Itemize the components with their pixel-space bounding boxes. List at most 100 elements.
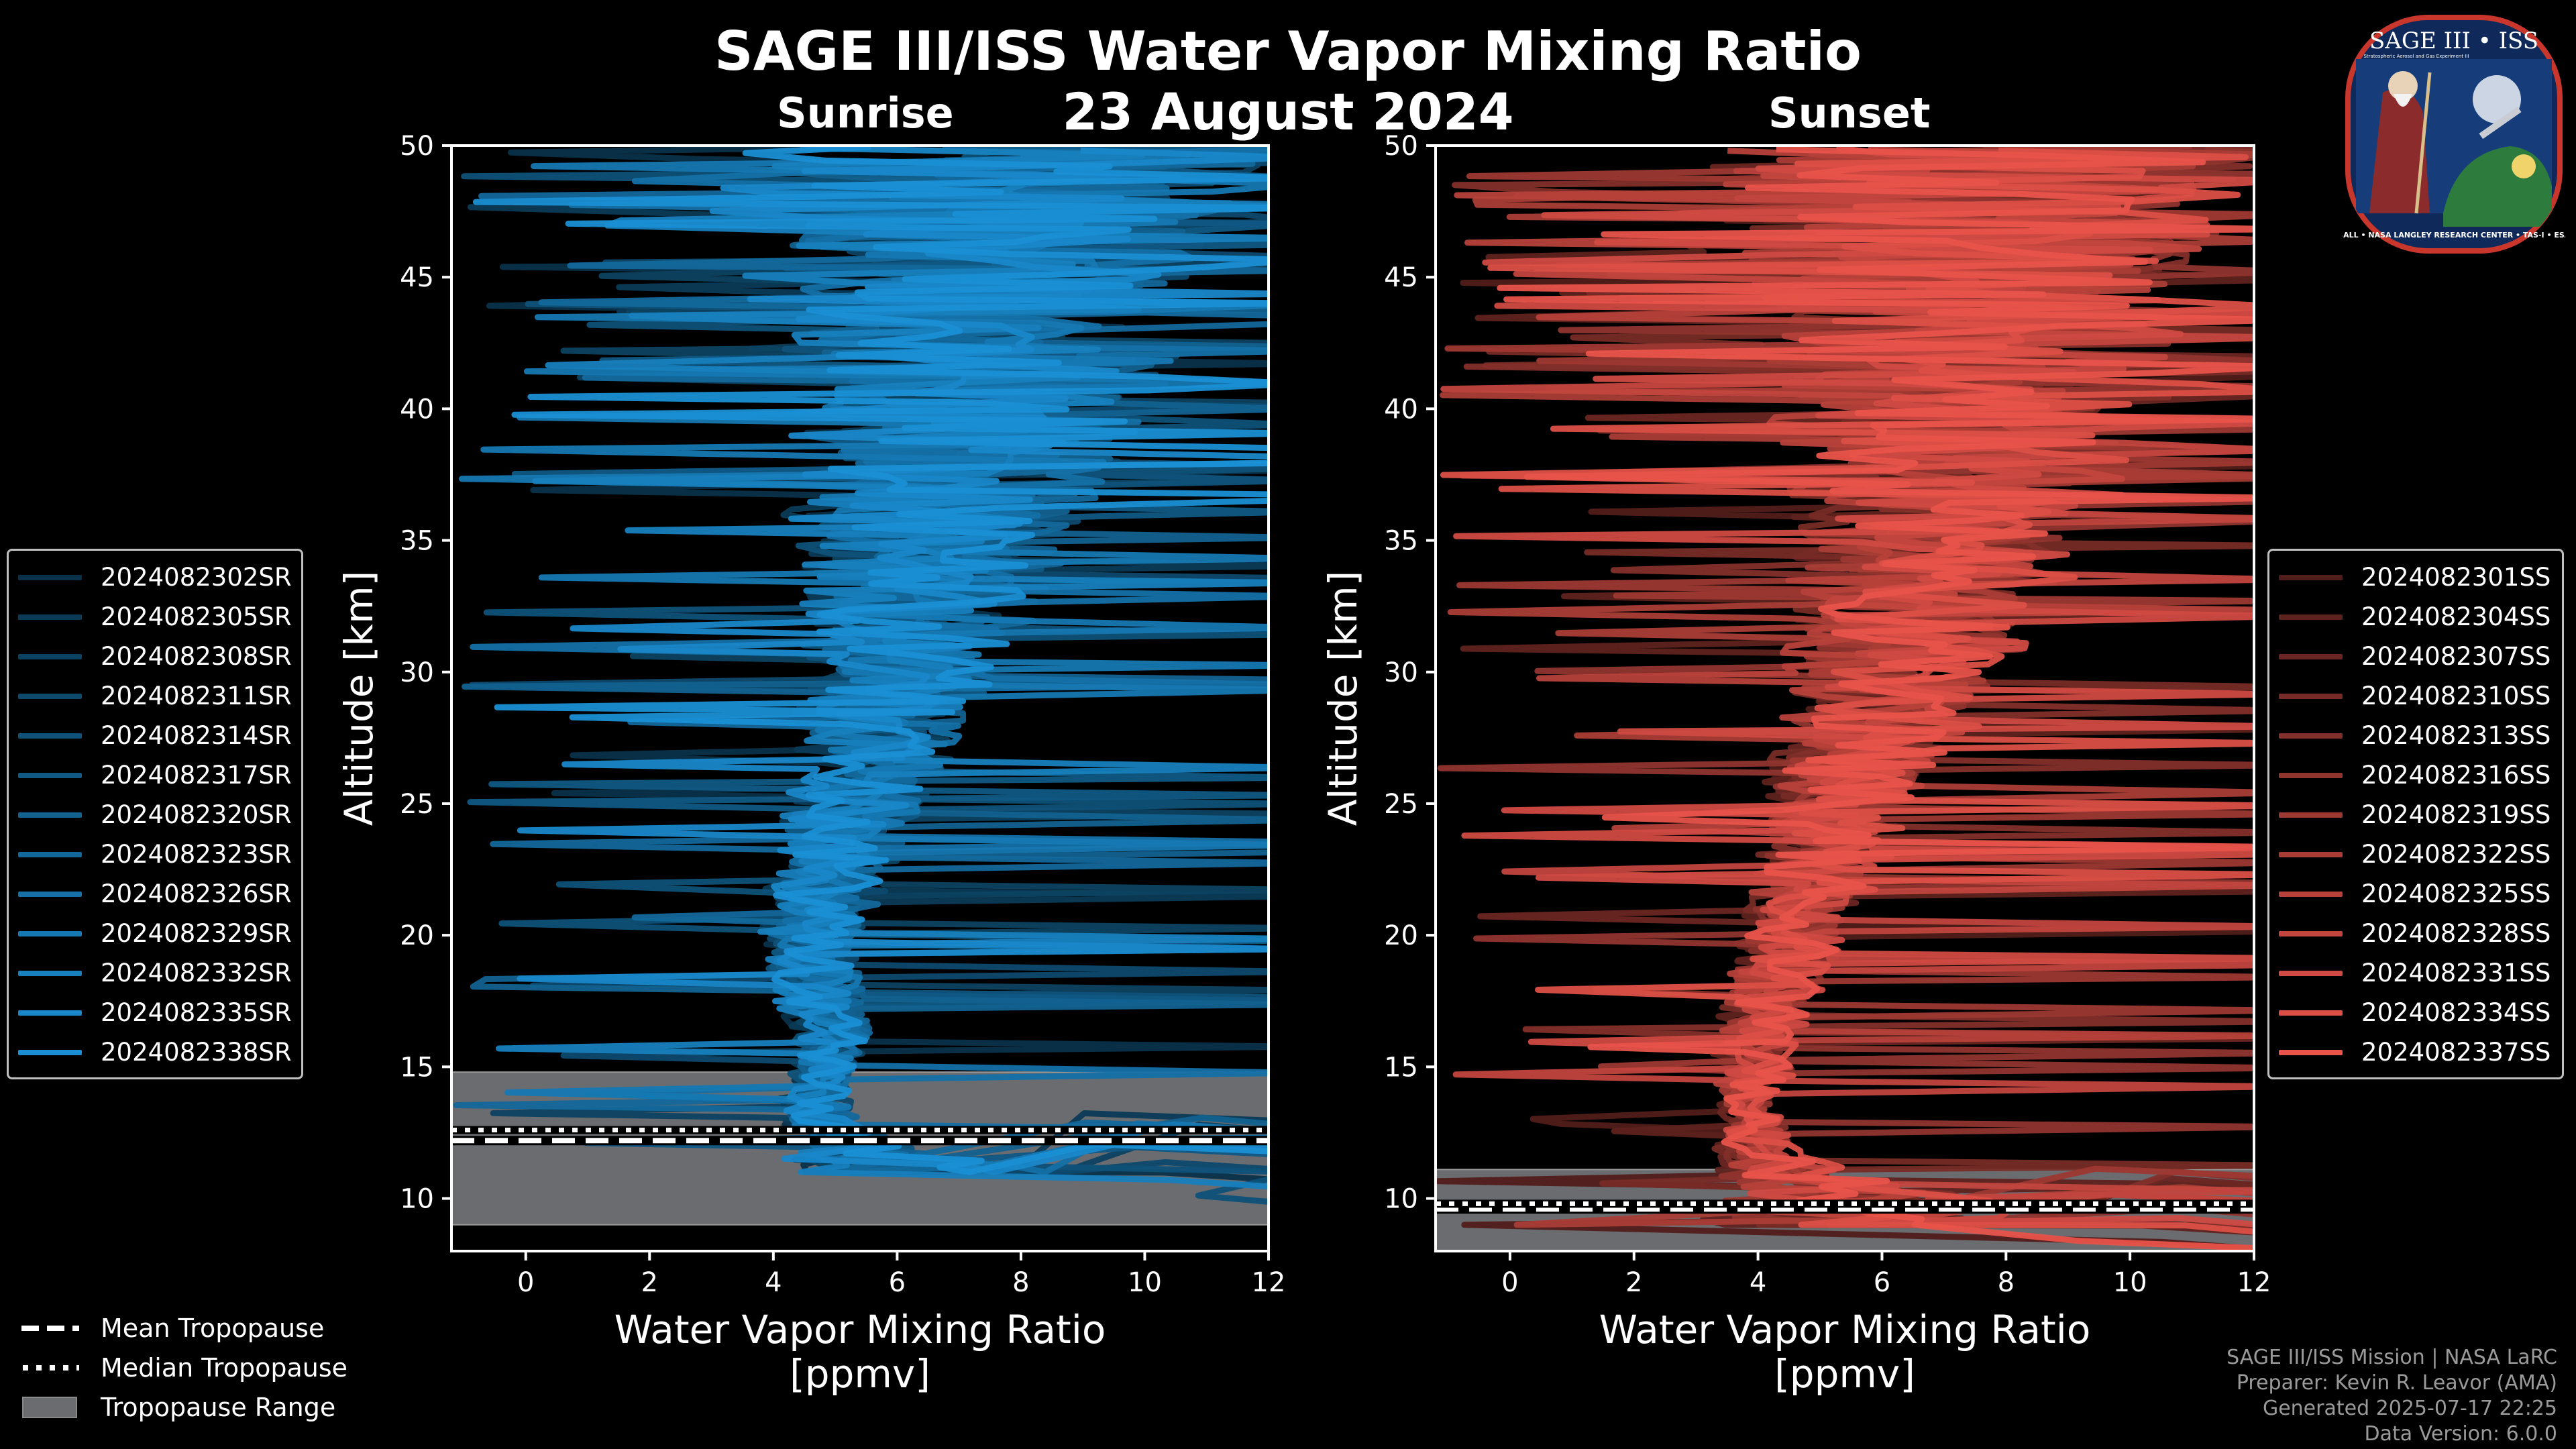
sunset-legend-label: 2024082304SS — [2361, 602, 2551, 631]
sunset-legend-label: 2024082331SS — [2361, 959, 2551, 987]
sunset-legend-label: 2024082310SS — [2361, 682, 2551, 710]
sunrise-legend-label: 2024082311SR — [101, 682, 292, 710]
sunrise-legend-item: 2024082335SR — [18, 993, 292, 1032]
sunrise-xlabel: Water Vapor Mixing Ratio — [614, 1307, 1106, 1352]
sunset-legend-label: 2024082322SS — [2361, 840, 2551, 869]
sunrise-legend-item: 2024082305SR — [18, 597, 292, 637]
tropopause-range-label: Tropopause Range — [101, 1392, 336, 1422]
sunset-xlabel-units: [ppmv] — [1774, 1351, 1915, 1397]
sunset-legend-label: 2024082301SS — [2361, 563, 2551, 592]
sunrise-xtick-label: 4 — [765, 1267, 782, 1298]
sunset-ytick-label: 25 — [1384, 789, 1418, 820]
sunrise-ytick-label: 50 — [400, 131, 434, 162]
sunset-legend-item: 2024082331SS — [2279, 953, 2553, 993]
sunrise-legend-item: 2024082308SR — [18, 637, 292, 676]
sunset-legend-label: 2024082319SS — [2361, 800, 2551, 829]
sunset-legend-swatch — [2279, 1049, 2343, 1055]
sunrise-legend-swatch — [18, 693, 82, 699]
sunset-legend-swatch — [2279, 653, 2343, 659]
footer-generated: Generated 2025-07-17 22:25 — [2262, 1397, 2557, 1420]
sunset-ytick-label: 50 — [1384, 131, 1418, 162]
sunset-legend-swatch — [2279, 891, 2343, 897]
sunset-legend-swatch — [2279, 772, 2343, 778]
logo-subtitle: Stratospheric Aerosol and Gas Experiment… — [2363, 54, 2469, 59]
sunset-xtick-label: 4 — [1750, 1267, 1766, 1298]
sunset-legend-item: 2024082319SS — [2279, 795, 2553, 835]
sunset-legend-label: 2024082325SS — [2361, 879, 2551, 908]
sunrise-legend-item: 2024082314SR — [18, 716, 292, 755]
sunrise-legend-label: 2024082329SR — [101, 919, 292, 948]
sunset-ytick-label: 20 — [1384, 920, 1418, 951]
sunrise-xlabel-units: [ppmv] — [790, 1351, 930, 1397]
sunset-legend-swatch — [2279, 930, 2343, 936]
sunrise-legend: 2024082302SR 2024082305SR 2024082308SR 2024… — [7, 549, 303, 1079]
sunrise-ytick-label: 20 — [400, 920, 434, 951]
sunset-ylabel: Altitude [km] — [1320, 571, 1366, 826]
sunset-ytick-label: 30 — [1384, 657, 1418, 688]
sunset-ytick-label: 10 — [1384, 1184, 1418, 1215]
legend-mean-tropopause: Mean Tropopause — [20, 1308, 347, 1348]
sunrise-legend-item: 2024082317SR — [18, 755, 292, 795]
sunrise-legend-label: 2024082338SR — [101, 1038, 292, 1067]
sunrise-legend-swatch — [18, 1049, 82, 1055]
sunrise-xtick-label: 2 — [641, 1267, 658, 1298]
sunset-legend: 2024082301SS 2024082304SS 2024082307SS 2024… — [2267, 549, 2564, 1079]
sunrise-legend-swatch — [18, 851, 82, 857]
legend-median-tropopause: Median Tropopause — [20, 1348, 347, 1387]
sunrise-legend-swatch — [18, 1010, 82, 1016]
sunset-legend-swatch — [2279, 851, 2343, 857]
sunrise-legend-label: 2024082326SR — [101, 879, 292, 908]
mean-tropopause-label: Mean Tropopause — [101, 1313, 325, 1343]
sunset-legend-item: 2024082334SS — [2279, 993, 2553, 1032]
sunrise-legend-swatch — [18, 653, 82, 659]
footer-data-version: Data Version: 6.0.0 — [2364, 1422, 2557, 1446]
sunset-legend-label: 2024082328SS — [2361, 919, 2551, 948]
credits-footer: SAGE III/ISS Mission | NASA LaRC Prepare… — [2226, 1345, 2557, 1447]
sunset-legend-item: 2024082316SS — [2279, 755, 2553, 795]
sunrise-legend-item: 2024082323SR — [18, 835, 292, 874]
sunset-profile-13 — [1497, 146, 2254, 1251]
chart-title: SAGE III/ISS Water Vapor Mixing Ratio — [714, 20, 1862, 83]
sunrise-legend-label: 2024082320SR — [101, 800, 292, 829]
sunset-ytick-label: 15 — [1384, 1052, 1418, 1083]
sunset-legend-label: 2024082307SS — [2361, 642, 2551, 671]
sunset-legend-item: 2024082325SS — [2279, 874, 2553, 914]
sunset-legend-item: 2024082304SS — [2279, 597, 2553, 637]
sunrise-legend-label: 2024082323SR — [101, 840, 292, 869]
sunset-legend-swatch — [2279, 970, 2343, 976]
sunrise-ytick-label: 10 — [400, 1184, 434, 1215]
sunrise-xtick-label: 0 — [517, 1267, 534, 1298]
sunset-legend-label: 2024082337SS — [2361, 1038, 2551, 1067]
sunset-xtick-label: 2 — [1625, 1267, 1642, 1298]
sunrise-ytick-label: 45 — [400, 262, 434, 293]
sunset-legend-item: 2024082307SS — [2279, 637, 2553, 676]
sunrise-legend-item: 2024082326SR — [18, 874, 292, 914]
sage-iii-iss-mission-logo: SAGE III • ISS Stratospheric Aerosol and… — [2343, 15, 2565, 254]
sunrise-legend-swatch — [18, 733, 82, 739]
sunset-ytick-label: 40 — [1384, 394, 1418, 425]
sunrise-legend-label: 2024082335SR — [101, 998, 292, 1027]
sunset-legend-label: 2024082313SS — [2361, 721, 2551, 750]
sunset-legend-label: 2024082316SS — [2361, 761, 2551, 790]
sunrise-legend-item: 2024082311SR — [18, 676, 292, 716]
sunset-legend-swatch — [2279, 574, 2343, 580]
tropopause-legend: Mean Tropopause Median Tropopause Tropop… — [20, 1308, 347, 1427]
sunrise-legend-swatch — [18, 772, 82, 778]
sunrise-ytick-label: 25 — [400, 789, 434, 820]
sunset-xtick-label: 10 — [2113, 1267, 2147, 1298]
sunrise-legend-swatch — [18, 970, 82, 976]
sunset-axes-frame — [1434, 144, 2255, 1252]
sunset-ytick-label: 35 — [1384, 526, 1418, 557]
sunrise-xtick-label: 10 — [1128, 1267, 1162, 1298]
sunrise-legend-item: 2024082320SR — [18, 795, 292, 835]
sunset-legend-label: 2024082334SS — [2361, 998, 2551, 1027]
sunset-plot-area: 0 2 4 6 8 10 12 10 15 20 25 30 35 40 45 50 Water Vapor M… — [1320, 131, 2271, 1397]
logo-ring-text: BALL • NASA LANGLEY RESEARCH CENTER • TA… — [2343, 231, 2565, 239]
sunrise-legend-label: 2024082314SR — [101, 721, 292, 750]
sunset-legend-item: 2024082337SS — [2279, 1032, 2553, 1072]
sunset-legend-item: 2024082301SS — [2279, 557, 2553, 597]
sunrise-legend-label: 2024082332SR — [101, 959, 292, 987]
sunset-xtick-label: 0 — [1501, 1267, 1518, 1298]
sunset-legend-item: 2024082313SS — [2279, 716, 2553, 755]
